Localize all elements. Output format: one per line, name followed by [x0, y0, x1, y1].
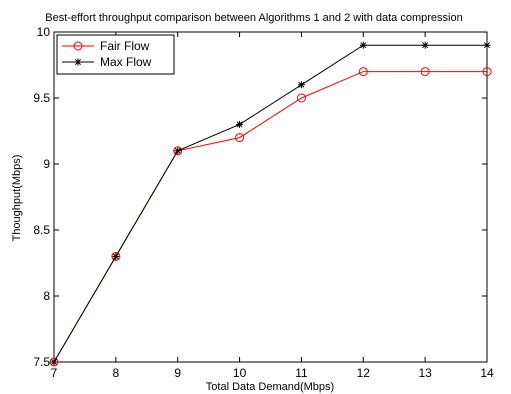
chart-title: Best-effort throughput comparison betwee…: [45, 12, 462, 24]
data-point: [235, 133, 245, 143]
y-tick-label: 7.5: [33, 355, 50, 369]
data-point: [358, 67, 368, 77]
y-tick-label: 9.5: [33, 91, 50, 105]
data-point: [420, 67, 430, 77]
data-point: [421, 41, 429, 49]
data-point: [173, 146, 183, 156]
legend-box: [56, 34, 175, 75]
data-point: [49, 357, 59, 367]
data-point: [74, 58, 82, 66]
x-tick-label: 7: [51, 366, 58, 380]
series-layer: [49, 41, 492, 367]
x-tick-label: 14: [480, 366, 494, 380]
series-1: [50, 41, 491, 366]
y-axis-label: Thoughput(Mbps): [11, 155, 23, 242]
legend-entry: Fair Flow: [62, 39, 150, 53]
y-tick-label: 9: [43, 157, 50, 171]
x-axis-label: Total Data Demand(Mbps): [206, 381, 334, 393]
x-tick-label: 8: [113, 366, 120, 380]
y-tick-label: 8.5: [33, 223, 50, 237]
x-axis: 7 8 9 10 11 12 13 14: [51, 32, 494, 380]
legend-entry: Max Flow: [62, 55, 152, 69]
data-point: [297, 81, 305, 89]
y-tick-label: 8: [43, 289, 50, 303]
data-point: [174, 147, 182, 155]
data-point: [359, 41, 367, 49]
x-tick-label: 11: [295, 366, 308, 380]
plot-area: [53, 31, 488, 363]
series-line: [53, 44, 487, 363]
x-tick-label: 13: [418, 366, 432, 380]
y-tick-label: 10: [37, 25, 51, 39]
data-point: [111, 251, 121, 261]
data-point: [50, 358, 58, 366]
data-point: [236, 120, 244, 128]
x-tick-label: 12: [357, 366, 371, 380]
data-point: [482, 67, 492, 77]
x-tick-label: 10: [233, 366, 247, 380]
data-point: [296, 93, 306, 103]
data-point: [483, 41, 491, 49]
legend-label: Max Flow: [100, 55, 152, 69]
data-point: [112, 252, 120, 260]
data-point: [73, 41, 83, 51]
legend-label: Fair Flow: [100, 39, 150, 53]
y-axis: 7.5 8 8.5 9 9.5 10: [33, 25, 487, 369]
x-tick-label: 9: [174, 366, 181, 380]
legend: Fair Flow Max Flow: [56, 34, 175, 75]
